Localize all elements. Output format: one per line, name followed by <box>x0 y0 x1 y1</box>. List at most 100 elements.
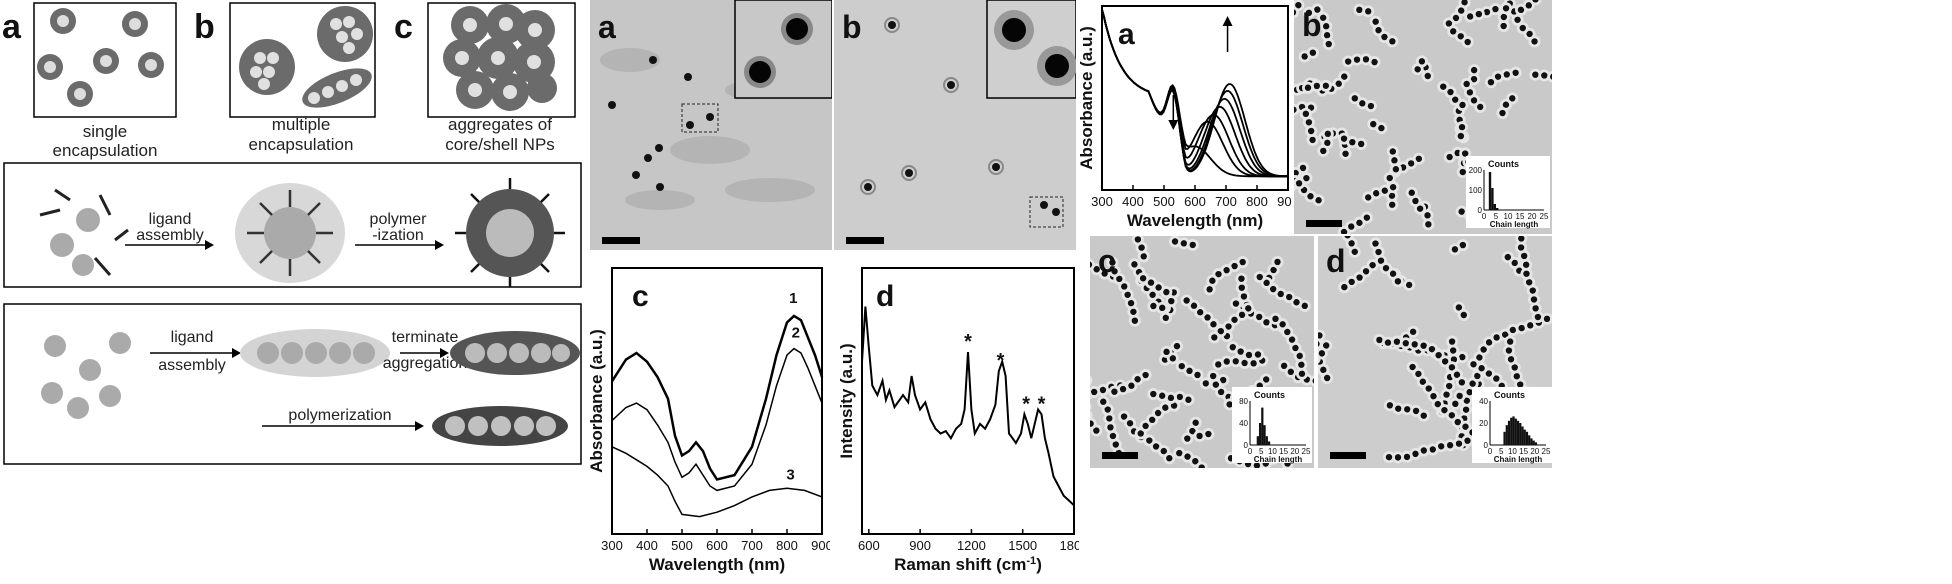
histogram-bar <box>1530 438 1533 445</box>
histogram-bar <box>1507 420 1511 445</box>
histogram-bar <box>1516 420 1520 445</box>
histogram-xtick: 10 <box>1508 447 1517 456</box>
histogram-xtick: 25 <box>1542 447 1551 456</box>
x-tick-label: 500 <box>1153 194 1175 209</box>
histogram-bar <box>1491 188 1494 210</box>
panel-letter: c <box>632 280 649 313</box>
x-tick-label: 900 <box>909 538 931 553</box>
histogram-xlabel: Chain length <box>1490 220 1539 229</box>
histogram-xtick: 5 <box>1499 447 1504 456</box>
panel-letter: a <box>598 9 616 45</box>
histogram-ytick: 200 <box>1469 166 1483 175</box>
raman-spectrum <box>861 306 1075 507</box>
chart-absorbance-c: c 300 400 500 600 700 800 900 Wavelength (nm) Ab… <box>590 267 830 574</box>
panel-letter: d <box>876 280 894 313</box>
series-line <box>611 446 823 518</box>
histogram-ytick: 40 <box>1479 397 1488 406</box>
chart-absorbance-a-right: a 300 400 500 600 700 800 900 Wavelength (nm) Ab… <box>1080 5 1292 230</box>
chart-raman-d: d 600 900 1200 1500 1800 Raman shift (cm-1) In… <box>837 267 1079 574</box>
histogram-bar <box>1496 208 1499 210</box>
x-tick-label: 800 <box>1246 194 1268 209</box>
histogram-xtick: 0 <box>1488 447 1493 456</box>
scale-bar <box>602 237 640 244</box>
plot-frame <box>861 267 1075 535</box>
peak-marker: * <box>1038 393 1046 415</box>
histogram-bar <box>1505 425 1508 445</box>
panel-letter: d <box>1326 243 1346 279</box>
series-line <box>1101 9 1289 178</box>
histogram-bar <box>1510 417 1513 445</box>
histogram-ytick: 0 <box>1478 206 1483 215</box>
x-tick-label: 900 <box>1277 194 1292 209</box>
step-label: ligand <box>171 329 214 346</box>
histogram-bar <box>1265 436 1268 445</box>
schematic-d: d ligand assembly polymer -ization <box>3 162 582 288</box>
peak-marker: * <box>964 331 972 353</box>
x-tick-label: 400 <box>636 538 658 553</box>
histogram-title: Counts <box>1488 159 1519 169</box>
histogram-bar <box>1488 172 1492 210</box>
panel-letter: c <box>1098 243 1116 279</box>
histogram-xtick: 5 <box>1259 447 1264 456</box>
series-line <box>611 347 823 492</box>
histogram-bar <box>1258 423 1262 445</box>
histogram-xtick: 0 <box>1482 212 1487 221</box>
histogram-xlabel: Chain length <box>1254 455 1303 464</box>
histogram-title: Counts <box>1494 390 1525 400</box>
x-axis-label: Wavelength (nm) <box>649 555 785 574</box>
x-axis-label: Wavelength (nm) <box>1127 211 1263 230</box>
histogram-xtick: 20 <box>1528 212 1537 221</box>
histogram-bar <box>1261 407 1264 445</box>
tem-chains-b: b Counts Chain length 0 5 10 15 20 25 0 100 200 <box>1294 0 1552 234</box>
scale-bar <box>846 237 884 244</box>
histogram-bar <box>1512 416 1515 445</box>
histogram-ytick: 100 <box>1469 186 1483 195</box>
x-tick-label: 1200 <box>957 538 986 553</box>
scale-bar <box>1102 452 1138 459</box>
histogram-bar <box>1534 442 1538 445</box>
x-tick-label: 500 <box>671 538 693 553</box>
x-tick-label: 300 <box>601 538 623 553</box>
histogram-ytick: 80 <box>1239 397 1248 406</box>
histogram-bar <box>1528 435 1531 445</box>
histogram-xtick: 10 <box>1268 447 1277 456</box>
step-label: assembly <box>136 227 204 244</box>
series-label: 2 <box>792 325 800 342</box>
x-tick-label: 600 <box>858 538 880 553</box>
histogram-xtick: 10 <box>1504 212 1513 221</box>
step-label: -ization <box>372 227 424 244</box>
free-nps-and-ligands <box>39 188 129 276</box>
x-axis-label-tail: ) <box>1036 555 1042 574</box>
series-line <box>610 314 824 481</box>
caption-line: single <box>83 122 127 141</box>
trend-arrow-head <box>1222 16 1233 26</box>
histogram-ytick: 0 <box>1244 441 1249 450</box>
panel-letter: b <box>842 9 862 45</box>
x-tick-label: 300 <box>1091 194 1113 209</box>
panel-letter: a <box>2 8 22 46</box>
histogram-bar <box>1503 431 1506 445</box>
histogram-ytick: 0 <box>1484 441 1489 450</box>
np-chains <box>1090 236 1314 468</box>
tem-image-a: a <box>590 0 832 250</box>
histogram-bar <box>1525 431 1529 445</box>
histogram-xtick: 15 <box>1519 447 1528 456</box>
schematic-a: a single encapsulation <box>2 2 177 160</box>
y-axis-label: Intensity (a.u.) <box>837 343 856 458</box>
tem-chains-d: d Counts Chain length 0 5 10 15 20 25 0 20 40 <box>1318 236 1552 468</box>
schematic-b: b multiple encapsulation <box>194 2 376 154</box>
histogram-bar <box>1521 426 1524 445</box>
histogram-bar <box>1514 418 1517 445</box>
np-with-ligands <box>235 183 345 283</box>
peak-marker: * <box>997 350 1005 372</box>
x-tick-label: 400 <box>1122 194 1144 209</box>
histogram-ytick: 20 <box>1479 419 1488 428</box>
step-label: terminate <box>392 329 459 346</box>
scale-bar <box>1306 220 1342 227</box>
caption-line: encapsulation <box>249 135 354 154</box>
step-label: assembly <box>158 357 226 374</box>
histogram-ytick: 40 <box>1239 419 1248 428</box>
scale-bar <box>1330 452 1366 459</box>
